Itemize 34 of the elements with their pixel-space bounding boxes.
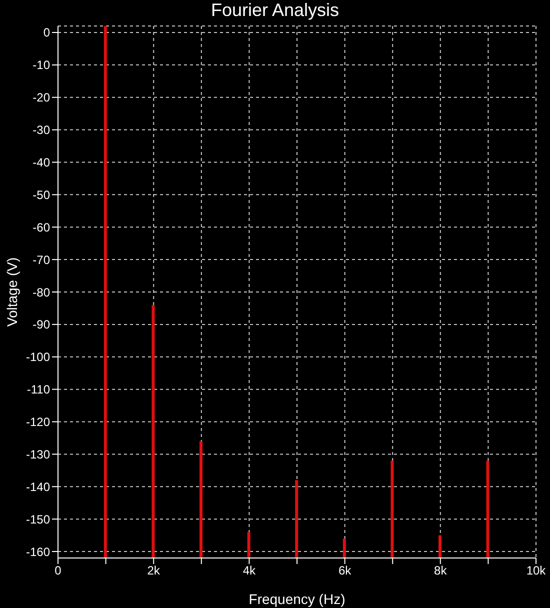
y-tick-label: -110 [26, 382, 50, 397]
y-tick-label: -40 [32, 156, 50, 170]
y-tick-label: -130 [26, 447, 50, 462]
bar [152, 304, 155, 558]
x-tick-label: 0 [54, 564, 62, 578]
x-tick-label: 2k [147, 564, 161, 578]
y-tick-label: -160 [26, 544, 50, 559]
bar [200, 441, 202, 558]
y-tick-label: -90 [32, 318, 50, 332]
y-tick-label: -10 [32, 58, 50, 72]
x-tick-label: 10k [526, 564, 547, 578]
y-tick-label: -60 [32, 220, 50, 234]
x-tick-label: 6k [338, 564, 352, 578]
bar [342, 538, 346, 558]
x-tick-label: 4k [242, 564, 257, 578]
bar [438, 535, 442, 558]
chart-title: Fourier Analysis [210, 0, 340, 21]
bar [295, 480, 298, 558]
y-tick-label: -20 [32, 90, 50, 105]
y-axis-title: Voltage (V) [4, 257, 20, 327]
y-tick-label: -120 [26, 415, 50, 430]
y-tick-label: -150 [26, 512, 50, 526]
x-tick-label: 8k [434, 564, 448, 578]
x-axis-title: Frequency (Hz) [248, 591, 346, 607]
y-tick-label: -80 [32, 285, 50, 300]
bar [390, 460, 394, 558]
y-tick-label: -50 [32, 188, 50, 202]
bar [486, 460, 490, 558]
y-tick-label: -70 [32, 252, 50, 267]
y-tick-label: -30 [32, 123, 50, 138]
y-tick-label: 0 [43, 26, 50, 40]
bar [247, 532, 250, 558]
y-tick-label: -100 [26, 350, 50, 364]
y-tick-label: -140 [26, 480, 50, 494]
